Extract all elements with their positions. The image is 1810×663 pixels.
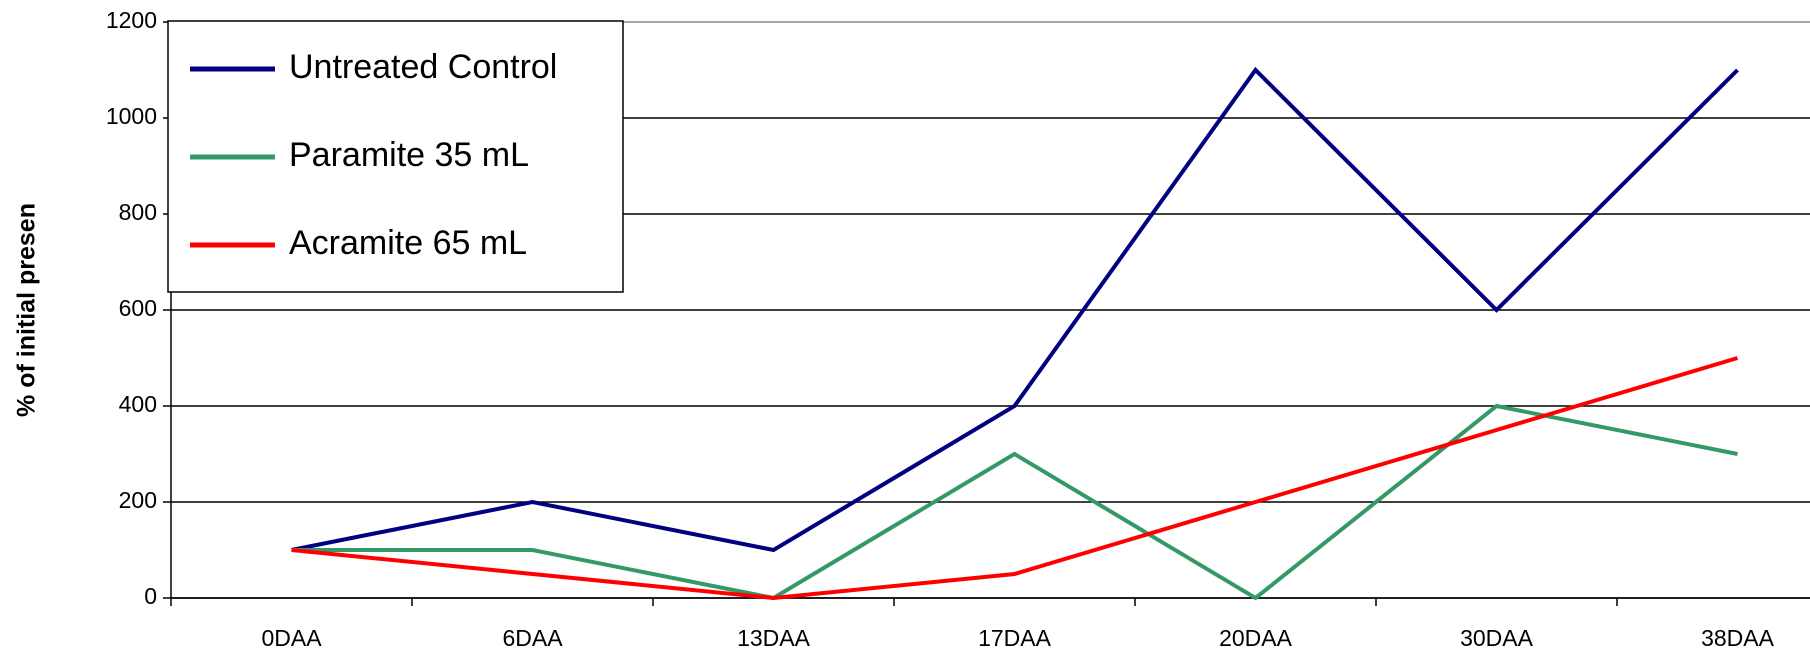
y-tick-label: 400 — [119, 391, 157, 417]
series-line — [291, 403, 1738, 601]
x-tick-label: 17DAA — [978, 625, 1052, 651]
x-tick-label: 20DAA — [1219, 625, 1293, 651]
y-tick-label: 0 — [144, 583, 157, 609]
y-axis-label: % of initial presen — [13, 203, 41, 417]
x-tick-label: 13DAA — [737, 625, 811, 651]
legend-label: Acramite 65 mL — [289, 224, 527, 262]
y-tick-label: 1200 — [106, 7, 157, 33]
series-line — [291, 356, 1739, 601]
x-tick-label: 30DAA — [1460, 625, 1534, 651]
y-tick-label: 600 — [119, 295, 157, 321]
legend-label: Paramite 35 mL — [289, 136, 529, 174]
y-tick-label: 1000 — [106, 103, 157, 129]
x-tick-label: 38DAA — [1701, 625, 1775, 651]
x-tick-label: 6DAA — [502, 625, 563, 651]
legend-label: Untreated Control — [289, 48, 557, 86]
y-tick-label: 800 — [119, 199, 157, 225]
series-line — [291, 66, 1739, 553]
x-tick-label: 0DAA — [261, 625, 322, 651]
y-tick-label: 200 — [119, 487, 157, 513]
